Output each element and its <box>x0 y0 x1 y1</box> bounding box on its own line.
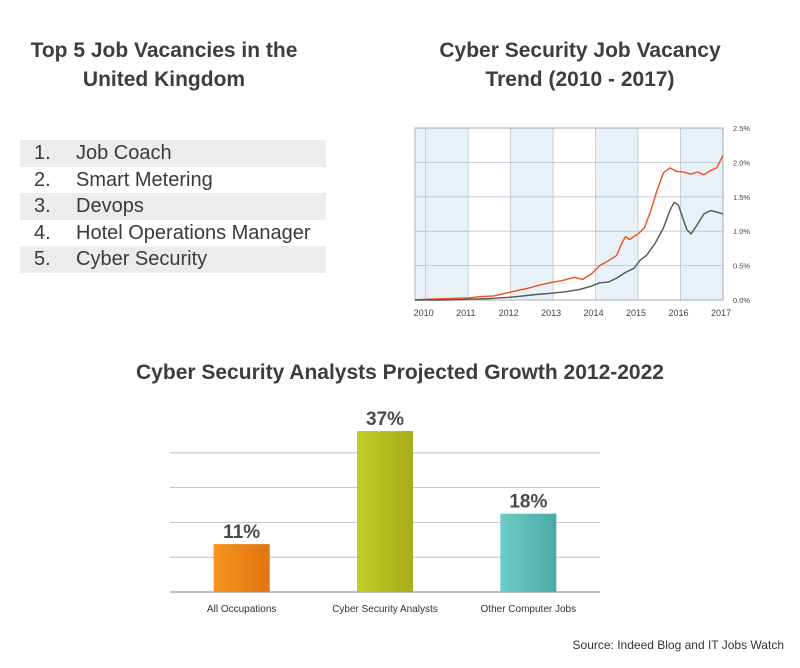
growth-chart-title: Cyber Security Analysts Projected Growth… <box>136 361 664 384</box>
list-item-rank: 3. <box>34 195 51 217</box>
category-label: Other Computer Jobs <box>481 604 577 615</box>
y-tick-label: 0.0% <box>733 296 750 305</box>
bar-value-label: 11% <box>223 522 260 543</box>
trend-title-line1: Cyber Security Job Vacancy <box>439 39 721 62</box>
y-tick-label: 2.0% <box>733 158 750 167</box>
list-item-name: Hotel Operations Manager <box>76 221 311 244</box>
bar-value-label: 18% <box>509 492 547 513</box>
x-tick-label: 2010 <box>414 308 434 318</box>
list-item: 5. Cyber Security <box>20 246 326 273</box>
list-item-name: Devops <box>76 195 144 217</box>
x-tick-label: 2011 <box>456 308 475 318</box>
year-band <box>510 128 554 300</box>
list-item-name: Cyber Security <box>76 248 208 270</box>
x-tick-label: 2013 <box>541 308 561 318</box>
x-tick-label: 2017 <box>711 308 731 318</box>
trend-title-line2: Trend (2010 - 2017) <box>485 68 675 92</box>
x-tick-label: 2016 <box>669 308 689 318</box>
year-band <box>595 128 639 300</box>
list-item: 1. Job Coach <box>20 140 326 167</box>
list-title: Top 5 Job Vacancies in the United Kingdo… <box>16 36 312 95</box>
y-tick-label: 1.5% <box>733 193 750 202</box>
trend-chart-title: Cyber Security Job Vacancy Trend (2010 -… <box>400 36 760 95</box>
list-item-rank: 4. <box>34 221 51 244</box>
category-label: Cyber Security Analysts <box>332 604 438 615</box>
list-title-line2: United Kingdom <box>82 68 246 92</box>
source-note: Source: Indeed Blog and IT Jobs Watch <box>572 638 784 652</box>
x-tick-label: 2015 <box>626 308 646 318</box>
bar-value-label: 37% <box>366 409 404 430</box>
list-item-rank: 5. <box>34 248 51 270</box>
bar <box>357 431 413 592</box>
y-tick-label: 0.5% <box>733 262 750 271</box>
list-title-line1: Top 5 Job Vacancies in the <box>30 39 298 62</box>
list-item-rank: 1. <box>34 142 51 164</box>
list-item-rank: 2. <box>34 168 51 191</box>
x-tick-label: 2014 <box>584 308 604 318</box>
y-tick-label: 2.5% <box>733 124 750 133</box>
year-band <box>415 128 426 300</box>
list-item-name: Job Coach <box>76 142 172 164</box>
series-line-2 <box>415 201 724 301</box>
job-vacancy-list: 1. Job Coach 2. Smart Metering 3. Devops 4.… <box>20 140 326 273</box>
year-band <box>425 128 469 300</box>
bar <box>213 544 270 592</box>
year-band <box>680 128 723 300</box>
list-item: 3. Devops <box>20 193 326 220</box>
x-tick-label: 2012 <box>499 308 519 318</box>
list-item: 4. Hotel Operations Manager <box>20 220 326 247</box>
series-line-1 <box>414 155 724 301</box>
y-tick-label: 1.0% <box>733 227 750 236</box>
list-item: 2. Smart Metering <box>20 167 326 194</box>
category-label: All Occupations <box>207 604 276 615</box>
bar <box>500 513 557 592</box>
list-item-name: Smart Metering <box>76 168 213 191</box>
